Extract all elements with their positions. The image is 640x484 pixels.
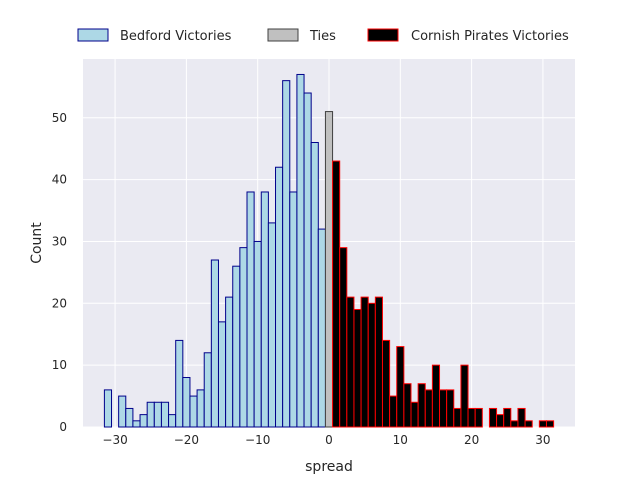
bars (103, 73, 555, 428)
histogram-bar (303, 92, 312, 428)
x-tick-label: −20 (174, 433, 199, 447)
y-tick-label: 30 (52, 234, 67, 248)
histogram-bar (310, 141, 319, 428)
histogram-bar (360, 296, 369, 428)
histogram-bar (453, 407, 462, 428)
histogram-bar (346, 296, 355, 428)
histogram-bar (524, 420, 533, 428)
histogram-bar (381, 339, 391, 428)
histogram-bar (289, 191, 298, 428)
histogram-bar (239, 247, 248, 428)
histogram-bar (496, 414, 505, 428)
histogram-bar (545, 420, 555, 428)
ticks: −30 −20 −10 0 10 20 30 0 10 20 30 40 50 (52, 111, 551, 447)
histogram-bar (517, 407, 526, 428)
histogram-bar (168, 414, 177, 428)
histogram-bar (296, 73, 305, 428)
legend-label: Ties (309, 29, 336, 44)
y-tick-label: 0 (59, 420, 67, 434)
histogram-bar (175, 339, 184, 428)
histogram-bar (260, 191, 269, 428)
histogram-bar (410, 401, 419, 428)
histogram-bar (246, 191, 255, 428)
legend-swatch (367, 28, 399, 42)
y-tick-label: 20 (52, 296, 67, 310)
histogram-bar (282, 80, 291, 428)
histogram-bar (153, 401, 162, 428)
histogram-bar (538, 420, 547, 428)
histogram-bar (424, 389, 433, 428)
histogram-bar (125, 407, 134, 428)
histogram-bar (510, 420, 519, 428)
x-tick-label: 0 (325, 433, 333, 447)
histogram-bar (203, 352, 212, 428)
histogram-bar (217, 321, 227, 428)
legend-swatch (267, 28, 299, 42)
histogram-bar (196, 389, 205, 428)
x-tick-label: 20 (464, 433, 479, 447)
histogram-bar (446, 389, 455, 428)
histogram-bar (317, 228, 326, 428)
histogram-bar (132, 420, 141, 428)
histogram-bar (339, 247, 348, 428)
x-tick-label: −30 (102, 433, 127, 447)
histogram-bar (146, 401, 155, 428)
histogram-bar (118, 395, 127, 428)
y-axis-label: Count (29, 222, 45, 264)
histogram-bar (275, 166, 284, 428)
histogram-bar (431, 364, 441, 428)
x-tick-label: 10 (393, 433, 408, 447)
histogram-bar (474, 407, 483, 428)
legend-label: Cornish Pirates Victories (411, 29, 569, 44)
histogram-bar (232, 265, 241, 428)
y-tick-label: 10 (52, 358, 67, 372)
histogram-bar (467, 407, 476, 428)
legend: Bedford Victories Ties Cornish Pirates Vic… (77, 28, 569, 44)
histogram-bar (367, 302, 376, 428)
histogram-bar (210, 259, 219, 428)
histogram-bar (389, 395, 398, 428)
histogram-bar (403, 383, 412, 428)
histogram-bar (488, 407, 498, 428)
legend-label: Bedford Victories (120, 29, 232, 44)
x-tick-label: 30 (535, 433, 550, 447)
histogram-bar (396, 346, 405, 428)
histogram-bar (139, 414, 148, 428)
histogram-bar (332, 160, 341, 428)
histogram-bar (267, 222, 277, 428)
histogram-bar (439, 389, 448, 428)
x-axis-label: spread (305, 459, 353, 475)
histogram-bar (503, 407, 512, 428)
histogram-bar (417, 383, 426, 428)
histogram-bar (182, 377, 191, 428)
histogram-bar (460, 364, 469, 428)
histogram-bar (353, 308, 362, 428)
histogram-bar (374, 296, 383, 428)
histogram-bar (225, 296, 234, 428)
histogram-bar (253, 240, 262, 428)
x-tick-label: −10 (245, 433, 270, 447)
histogram-bar (160, 401, 170, 428)
histogram-bar (324, 111, 334, 428)
legend-swatch (77, 28, 109, 42)
histogram-bar (103, 389, 113, 428)
y-tick-label: 40 (52, 173, 67, 187)
y-tick-label: 50 (52, 111, 67, 125)
histogram-bar (189, 395, 198, 428)
